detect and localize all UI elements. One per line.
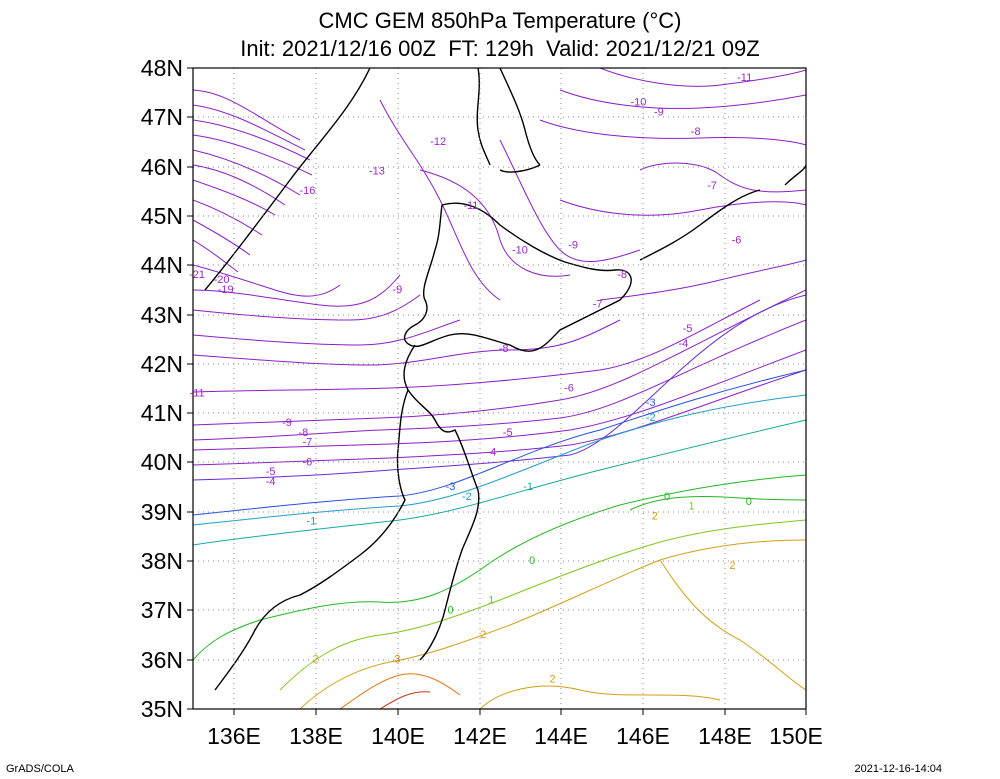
contour-value-label: -13	[369, 165, 385, 177]
contour-value-label: -16	[299, 185, 315, 197]
contour-value-label: -8	[617, 269, 627, 281]
contour-value-label: 0	[529, 555, 535, 567]
contour-value-label: -5	[503, 427, 513, 439]
contour-value-label: 2	[480, 629, 486, 641]
contour-value-label: -3	[446, 481, 456, 493]
lon-label: 146E	[616, 723, 670, 749]
contour-value-label: -12	[430, 136, 446, 148]
contour-value-label: -21	[189, 269, 205, 281]
footer-credit: GrADS/COLA	[6, 763, 74, 775]
lon-label: 144E	[534, 723, 588, 749]
contour-value-label: 0	[664, 491, 670, 503]
lon-label: 136E	[207, 723, 261, 749]
lat-label: 44N	[141, 252, 183, 278]
contour-value-label: -9	[282, 417, 292, 429]
contour-value-label: -4	[266, 476, 276, 488]
contour-value-label: -11	[463, 200, 478, 212]
contour-value-label: 2	[550, 673, 556, 685]
contour-value-label: -4	[679, 338, 689, 350]
map-title: CMC GEM 850hPa Temperature (°C)	[318, 8, 682, 33]
contour-value-label: 0	[746, 496, 752, 508]
contour-value-label: -4	[486, 447, 496, 459]
lat-label: 47N	[141, 104, 183, 130]
contour-value-label: 1	[689, 501, 695, 513]
contour-value-label: -6	[732, 235, 742, 247]
contour-value-label: -8	[499, 343, 509, 355]
contour-value-label: 2	[652, 511, 658, 523]
lat-label: 45N	[141, 203, 183, 229]
lat-label: 48N	[141, 55, 183, 81]
footer-timestamp: 2021-12-16-14:04	[854, 763, 942, 775]
contour-value-label: -6	[564, 382, 574, 394]
contour-value-label: -7	[707, 180, 717, 192]
contour-value-label: -11	[190, 387, 205, 399]
lat-label: 41N	[141, 400, 183, 426]
lon-label: 140E	[371, 723, 425, 749]
contour-value-label: -2	[462, 491, 472, 503]
contour-value-label: -10	[630, 96, 646, 108]
map-subtitle: Init: 2021/12/16 00Z FT: 129h Valid: 202…	[240, 36, 760, 61]
gridlines	[193, 68, 806, 709]
plot-frame	[192, 67, 807, 710]
lat-label: 42N	[141, 351, 183, 377]
contour-value-label: 2	[729, 560, 735, 572]
contour-value-label: -7	[593, 299, 603, 311]
contour-value-label: -8	[691, 126, 701, 138]
contour-value-label: 2	[313, 654, 319, 666]
lat-label: 39N	[141, 499, 183, 525]
lat-label: 37N	[141, 597, 183, 623]
lon-axis-labels: 136E 138E 140E 142E 144E 146E 148E 150E	[207, 723, 823, 749]
lon-label: 142E	[453, 723, 507, 749]
lat-label: 36N	[141, 647, 183, 673]
lat-label: 46N	[141, 154, 183, 180]
contour-value-label: -19	[218, 284, 234, 296]
contour-labels: -11-10-9-8-7-6-12-13-16-11-10 -9-8-7-21 -2…	[189, 72, 752, 686]
contour-value-label: -1	[307, 516, 317, 528]
lat-axis-labels: 48N 47N 46N 45N 44N 43N 42N 41N 40N 39N …	[141, 55, 183, 722]
contour-value-label: -9	[654, 106, 664, 118]
contour-value-label: -1	[523, 481, 533, 493]
lon-label: 148E	[698, 723, 752, 749]
contour-value-label: -5	[683, 323, 693, 335]
contour-value-label: -20	[214, 274, 230, 286]
lon-label: 138E	[289, 723, 343, 749]
contour-value-label: -5	[266, 466, 276, 478]
lat-label: 38N	[141, 548, 183, 574]
contour-value-label: -3	[646, 397, 656, 409]
contour-value-label: -9	[392, 284, 402, 296]
contour-value-label: -10	[512, 244, 528, 256]
lat-label: 43N	[141, 302, 183, 328]
contour-value-label: -11	[737, 72, 752, 84]
contour-lines	[193, 68, 806, 709]
contour-value-label: -2	[646, 412, 656, 424]
tick-marks	[187, 67, 807, 715]
lat-label: 40N	[141, 449, 183, 475]
contour-value-label: -8	[298, 427, 308, 439]
contour-value-label: -6	[303, 456, 313, 468]
contour-value-label: 0	[447, 604, 453, 616]
contour-value-label: -9	[568, 239, 578, 251]
lon-label: 150E	[769, 723, 823, 749]
contour-value-label: 3	[394, 654, 400, 666]
contour-value-label: -7	[303, 437, 313, 449]
coastlines	[204, 68, 806, 691]
lat-label: 35N	[141, 696, 183, 722]
contour-value-label: 1	[488, 594, 494, 606]
